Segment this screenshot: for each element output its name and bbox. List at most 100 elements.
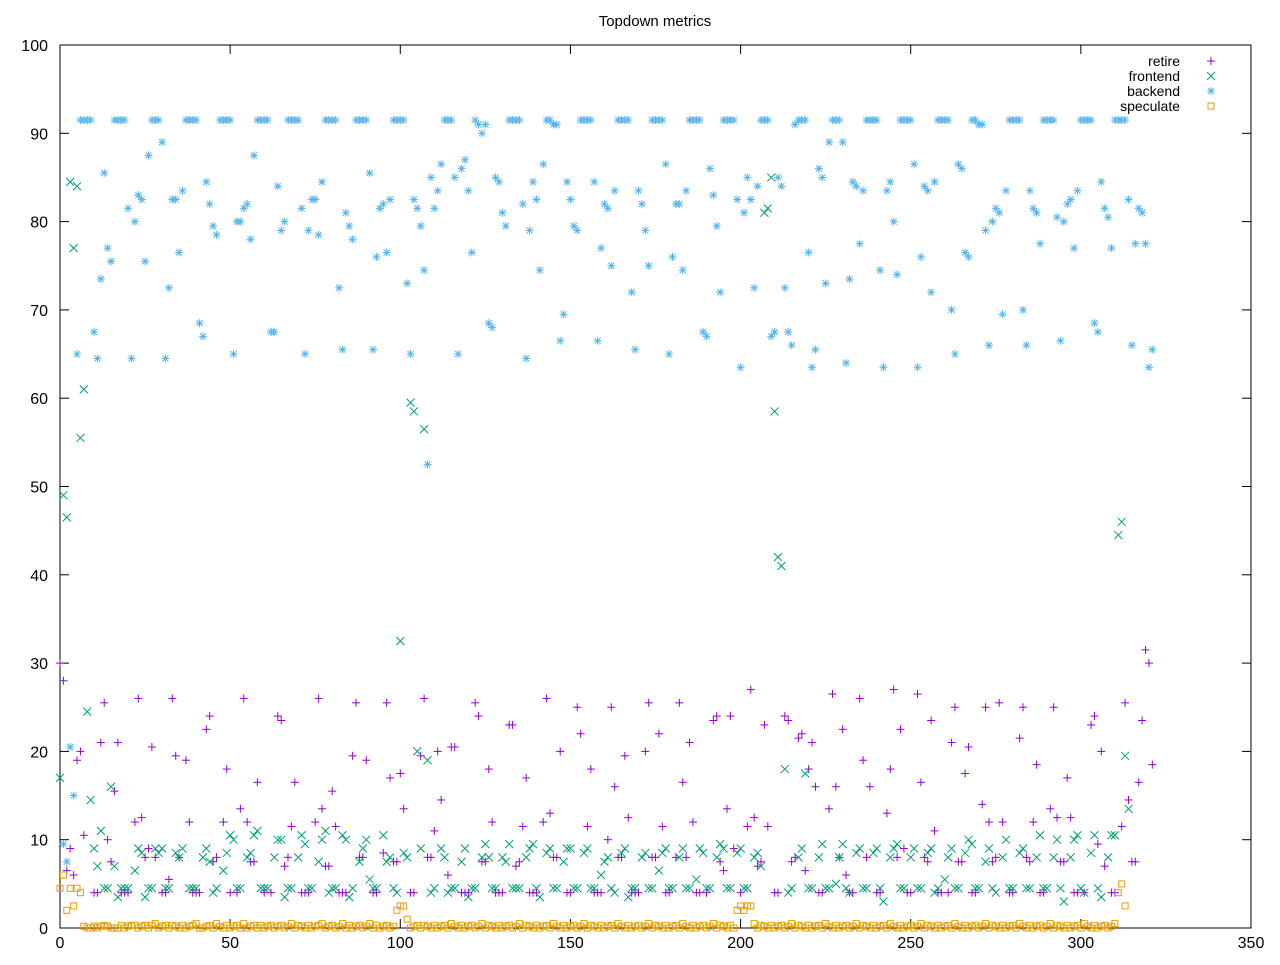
frontend-point [528, 839, 538, 849]
frontend-point [794, 853, 803, 862]
frontend-point [1049, 853, 1058, 862]
frontend-point [409, 407, 419, 416]
frontend-point [341, 835, 351, 845]
retire-point [896, 725, 905, 734]
frontend-point [988, 883, 997, 893]
backend-point [62, 857, 71, 866]
frontend-point [971, 883, 980, 893]
backend-point [382, 248, 391, 257]
frontend-point [171, 848, 181, 858]
retire-point [634, 888, 643, 897]
retire-point [937, 888, 946, 897]
frontend-point [644, 883, 654, 893]
retire-point [181, 756, 190, 765]
backend-point [93, 354, 102, 363]
frontend-point [984, 844, 994, 853]
frontend-point [562, 844, 572, 853]
backend-point [678, 266, 687, 275]
backend-point [263, 116, 272, 125]
frontend-point [1018, 844, 1028, 853]
retire-point [539, 818, 548, 827]
retire-point [988, 857, 997, 866]
frontend-point [229, 835, 238, 845]
retire-point [59, 676, 68, 685]
backend-point [1070, 244, 1079, 253]
frontend-point [484, 853, 494, 862]
retire-point [862, 853, 871, 862]
frontend-point [348, 883, 357, 893]
frontend-point [385, 853, 395, 862]
backend-point [379, 199, 388, 208]
retire-point [113, 738, 122, 747]
retire-point [726, 712, 735, 721]
frontend-point [586, 883, 596, 893]
retire-point [314, 694, 323, 703]
frontend-point [991, 888, 1001, 898]
frontend-point [739, 883, 749, 893]
frontend-point [967, 839, 977, 849]
backend-point [535, 266, 544, 275]
frontend-point [446, 883, 456, 893]
retire-point [498, 888, 507, 897]
retire-point [311, 818, 320, 827]
retire-point [134, 694, 143, 703]
retire-point [876, 888, 885, 897]
frontend-point [99, 883, 109, 893]
backend-point [607, 261, 616, 270]
backend-point [239, 204, 248, 213]
retire-point [100, 698, 109, 707]
retire-point [239, 694, 248, 703]
frontend-point [392, 888, 402, 898]
backend-point [556, 336, 565, 345]
frontend-point [208, 888, 218, 898]
frontend-point [358, 844, 368, 853]
frontend-point [691, 875, 701, 884]
retire-point [171, 751, 180, 760]
retire-point [205, 712, 214, 721]
backend-point [59, 840, 68, 849]
backend-point [134, 191, 143, 200]
retire-point [1059, 857, 1068, 866]
frontend-point [637, 853, 647, 862]
retire-point [566, 888, 575, 897]
frontend-point [1025, 883, 1035, 893]
backend-point [1144, 363, 1153, 372]
retire-point [328, 787, 337, 796]
chart-title: Topdown metrics [599, 13, 712, 30]
frontend-point [841, 883, 851, 893]
retire-point [232, 888, 241, 897]
frontend-point [804, 883, 813, 893]
x-tick-label: 200 [727, 935, 754, 952]
backend-point [348, 235, 357, 244]
backend-point [777, 182, 786, 191]
retire-point [882, 809, 891, 818]
backend-point [294, 116, 303, 125]
retire-point [1124, 795, 1133, 804]
speculate-point [403, 915, 411, 923]
retire-point [1063, 773, 1072, 782]
data-marks [55, 116, 1157, 932]
backend-point [950, 350, 959, 359]
backend-point [362, 116, 371, 125]
backend-point [66, 742, 75, 751]
backend-point [716, 288, 725, 297]
backend-point [1131, 239, 1140, 248]
frontend-point [797, 844, 807, 853]
frontend-point [399, 848, 409, 858]
retire-point [991, 853, 1000, 862]
retire-point [93, 888, 102, 897]
frontend-point [916, 883, 926, 893]
retire-point [1100, 862, 1109, 871]
backend-point [90, 327, 99, 336]
backend-point [644, 261, 653, 270]
frontend-point [926, 844, 936, 853]
backend-point [665, 350, 674, 359]
speculate-point [730, 924, 738, 932]
backend-point [705, 164, 714, 173]
frontend-point [954, 883, 963, 893]
frontend-point [232, 883, 242, 893]
retire-point [219, 818, 228, 827]
retire-point [532, 888, 541, 897]
